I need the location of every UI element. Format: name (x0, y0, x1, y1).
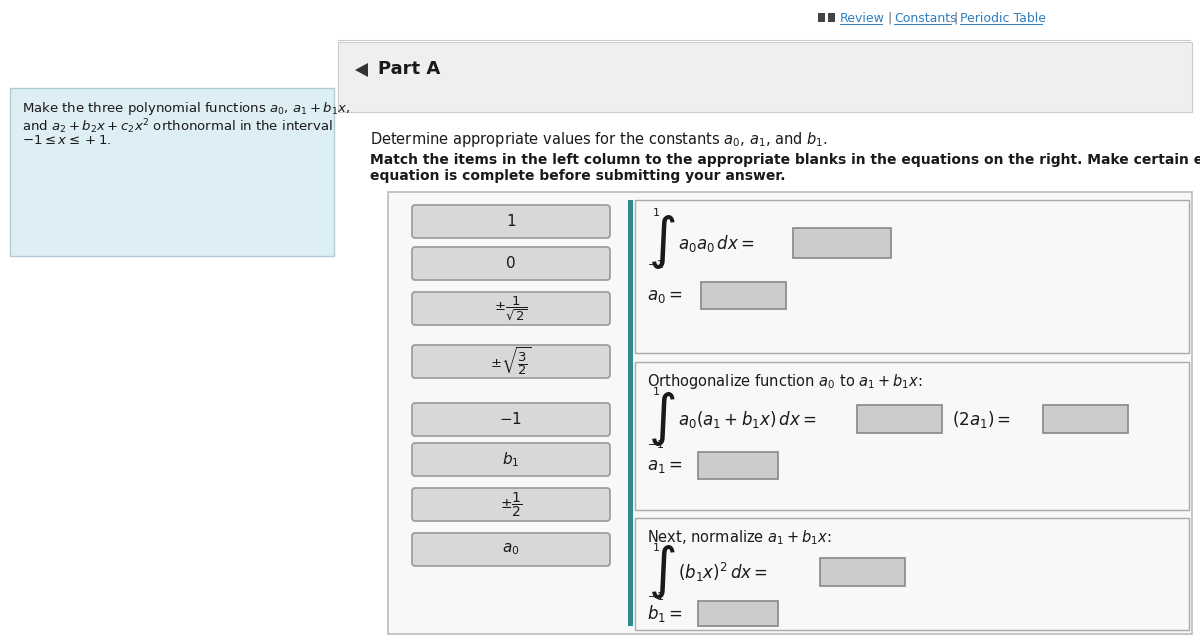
FancyBboxPatch shape (412, 247, 610, 280)
Text: $\pm\sqrt{\dfrac{3}{2}}$: $\pm\sqrt{\dfrac{3}{2}}$ (491, 345, 532, 377)
FancyBboxPatch shape (412, 205, 610, 238)
Text: $a_1 =$: $a_1 =$ (647, 457, 683, 475)
Text: Next, normalize $a_1 + b_1x$:: Next, normalize $a_1 + b_1x$: (647, 528, 832, 547)
Text: 1: 1 (653, 387, 660, 397)
Text: $b_1$: $b_1$ (503, 450, 520, 469)
Text: $a_0 a_0\,dx =$: $a_0 a_0\,dx =$ (678, 233, 755, 253)
FancyBboxPatch shape (412, 443, 610, 476)
Text: Part A: Part A (378, 60, 440, 78)
Text: Review: Review (840, 12, 884, 25)
Text: $-1 \leq x \leq +1$.: $-1 \leq x \leq +1$. (22, 134, 112, 147)
Bar (628, 200, 634, 626)
FancyBboxPatch shape (412, 292, 610, 325)
Bar (635, 518, 1189, 630)
FancyBboxPatch shape (412, 488, 610, 521)
Text: $\int$: $\int$ (648, 390, 676, 448)
Bar (857, 405, 942, 433)
Text: 1: 1 (653, 543, 660, 553)
Bar (701, 282, 786, 309)
Text: $\int$: $\int$ (648, 543, 676, 601)
Text: $b_1 =$: $b_1 =$ (647, 604, 683, 624)
Bar (820, 558, 905, 586)
Bar (388, 192, 1192, 634)
Polygon shape (355, 63, 368, 77)
Text: $a_0(a_1 + b_1x)\,dx =$: $a_0(a_1 + b_1x)\,dx =$ (678, 408, 816, 430)
Text: Orthogonalize function $a_0$ to $a_1 + b_1x$:: Orthogonalize function $a_0$ to $a_1 + b… (647, 372, 923, 391)
Text: |: | (953, 12, 958, 25)
Text: $\int$: $\int$ (648, 213, 676, 271)
Text: $a_0 =$: $a_0 =$ (647, 287, 683, 305)
Bar (635, 200, 1189, 353)
FancyBboxPatch shape (412, 345, 610, 378)
Bar (635, 362, 1189, 510)
Bar (10, 88, 334, 256)
Text: Match the items in the left column to the appropriate blanks in the equations on: Match the items in the left column to th… (370, 153, 1200, 167)
Bar (698, 452, 778, 479)
Text: |: | (887, 12, 892, 25)
Text: $-1$: $-1$ (647, 438, 665, 450)
Bar (1043, 405, 1128, 433)
Bar (338, 42, 1192, 112)
Text: Make the three polynomial functions $a_0$, $a_1 + b_1x$,: Make the three polynomial functions $a_0… (22, 100, 350, 117)
Bar (828, 13, 835, 22)
Text: 1: 1 (653, 208, 660, 218)
Text: 1: 1 (506, 214, 516, 229)
Text: $-1$: $-1$ (499, 412, 522, 428)
Text: $\pm\dfrac{1}{2}$: $\pm\dfrac{1}{2}$ (499, 491, 522, 519)
Text: $(2a_1) =$: $(2a_1) =$ (952, 408, 1012, 430)
Text: Constants: Constants (894, 12, 956, 25)
FancyBboxPatch shape (412, 533, 610, 566)
Text: and $a_2 + b_2x + c_2x^2$ orthonormal in the interval: and $a_2 + b_2x + c_2x^2$ orthonormal in… (22, 117, 332, 136)
Bar (793, 228, 890, 258)
Bar (818, 13, 826, 22)
Text: Periodic Table: Periodic Table (960, 12, 1046, 25)
FancyBboxPatch shape (412, 403, 610, 436)
Text: $\pm\dfrac{1}{\sqrt{2}}$: $\pm\dfrac{1}{\sqrt{2}}$ (494, 294, 528, 323)
Text: $(b_1 x)^2\,dx =$: $(b_1 x)^2\,dx =$ (678, 561, 768, 584)
Text: Determine appropriate values for the constants $a_0$, $a_1$, and $b_1$.: Determine appropriate values for the con… (370, 130, 828, 149)
Text: $-1$: $-1$ (647, 590, 665, 602)
Text: equation is complete before submitting your answer.: equation is complete before submitting y… (370, 169, 786, 183)
Text: $a_0$: $a_0$ (503, 541, 520, 557)
Bar (698, 601, 778, 626)
Text: 0: 0 (506, 256, 516, 271)
Text: $-1$: $-1$ (647, 258, 665, 270)
